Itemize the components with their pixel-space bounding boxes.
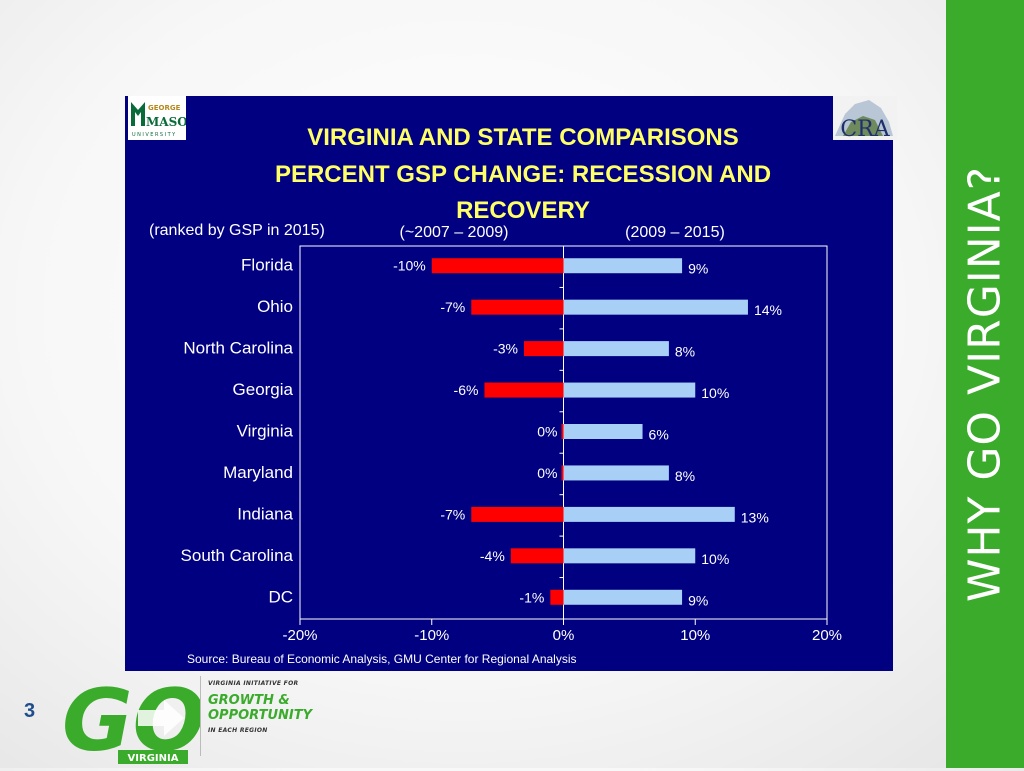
- tagline-top: VIRGINIA INITIATIVE FOR: [208, 680, 299, 687]
- page-number: 3: [24, 700, 36, 722]
- bar-recovery: [563, 299, 748, 315]
- go-virginia-text: VIRGINIA: [128, 753, 179, 764]
- bar-label-recovery: 8%: [675, 344, 695, 360]
- bar-label-recession: -1%: [519, 589, 544, 605]
- tagline-bottom: IN EACH REGION: [208, 727, 268, 734]
- category-label: Florida: [241, 256, 294, 275]
- bar-recovery: [563, 548, 696, 564]
- side-banner: WHY GO VIRGINIA?: [946, 0, 1024, 768]
- series-label-recession: (~2007 – 2009): [400, 224, 509, 241]
- bar-recession: [561, 465, 564, 481]
- chart-title-line-1: VIRGINIA AND STATE COMPARISONS: [307, 124, 739, 151]
- bar-label-recession: -6%: [454, 382, 479, 398]
- gmu-line3: UNIVERSITY: [132, 132, 177, 138]
- x-tick-label: -10%: [414, 627, 449, 644]
- bar-recovery: [563, 506, 735, 522]
- tagline-line2: OPPORTUNITY: [208, 708, 313, 723]
- category-label: Ohio: [257, 297, 293, 316]
- side-title: WHY GO VIRGINIA?: [959, 165, 1011, 603]
- gmu-line1: GEORGE: [148, 104, 181, 112]
- bar-recession: [431, 258, 564, 274]
- bar-label-recovery: 14%: [754, 302, 782, 318]
- bar-recovery: [563, 424, 643, 439]
- x-tick-label: 20%: [812, 627, 842, 644]
- go-tagline: VIRGINIA INITIATIVE FOR GROWTH & OPPORTU…: [208, 680, 348, 734]
- bar-label-recession: -7%: [440, 506, 465, 522]
- chart-title: VIRGINIA AND STATE COMPARISONS PERCENT GS…: [275, 124, 771, 224]
- bar-label-recession: 0%: [537, 424, 557, 440]
- category-label: Indiana: [237, 504, 293, 523]
- category-label: DC: [268, 587, 293, 606]
- bar-recovery: [563, 589, 683, 605]
- x-tick-label: -20%: [282, 627, 317, 644]
- chart-subtitle: (ranked by GSP in 2015): [149, 222, 325, 239]
- chart-panel: VIRGINIA AND STATE COMPARISONS PERCENT GS…: [125, 96, 893, 671]
- category-label: Georgia: [233, 380, 294, 399]
- bar-recession: [523, 341, 564, 357]
- bar-label-recession: -10%: [393, 258, 426, 274]
- category-label: Maryland: [223, 463, 293, 482]
- bar-label-recession: -3%: [493, 341, 518, 357]
- category-labels: Florida Ohio North Carolina Georgia Virginia…: [181, 256, 294, 607]
- bar-recession: [561, 424, 564, 439]
- bar-recovery: [563, 258, 683, 274]
- bar-label-recovery: 8%: [675, 468, 695, 484]
- logo-divider: [200, 676, 201, 756]
- bar-label-recovery: 13%: [741, 509, 769, 525]
- gsp-change-chart: VIRGINIA AND STATE COMPARISONS PERCENT GS…: [149, 124, 842, 666]
- source-note: Source: Bureau of Economic Analysis, GMU…: [187, 652, 577, 666]
- bar-recession: [510, 548, 564, 564]
- bar-label-recovery: 9%: [688, 592, 708, 608]
- series-label-recovery: (2009 – 2015): [625, 224, 725, 241]
- chart-title-line-3: RECOVERY: [456, 197, 590, 224]
- bar-recovery: [563, 465, 669, 481]
- bar-label-recovery: 10%: [701, 385, 729, 401]
- category-label: Virginia: [237, 422, 294, 441]
- bar-recession: [471, 299, 564, 315]
- category-label: North Carolina: [183, 339, 293, 358]
- chart-title-line-2: PERCENT GSP CHANGE: RECESSION AND: [275, 161, 771, 188]
- bar-label-recession: -7%: [440, 299, 465, 315]
- bar-recession: [550, 589, 564, 605]
- cra-logo: CRA: [833, 96, 897, 142]
- bar-recovery: [563, 341, 669, 357]
- x-tick-label: 10%: [680, 627, 710, 644]
- gmu-line2: MASON: [146, 115, 186, 129]
- tagline-line1: GROWTH &: [208, 693, 290, 708]
- bar-recession: [484, 382, 564, 398]
- x-tick-label: 0%: [553, 627, 575, 644]
- go-virginia-logo: GO VIRGINIA: [60, 670, 206, 771]
- bar-label-recession: -4%: [480, 548, 505, 564]
- bar-label-recovery: 10%: [701, 551, 729, 567]
- bar-recession: [471, 506, 564, 522]
- category-label: South Carolina: [181, 546, 294, 565]
- bar-label-recovery: 6%: [649, 427, 669, 443]
- bar-recovery: [563, 382, 696, 398]
- bar-label-recovery: 9%: [688, 261, 708, 277]
- gmu-logo: GEORGE MASON UNIVERSITY: [128, 96, 199, 140]
- bar-label-recession: 0%: [537, 465, 557, 481]
- cra-text: CRA: [840, 117, 890, 140]
- bars: -10% 9% -7% 14% -3% 8% -6% 10% 0% 6% 0% 8% -7% 13% -4%…: [393, 258, 782, 609]
